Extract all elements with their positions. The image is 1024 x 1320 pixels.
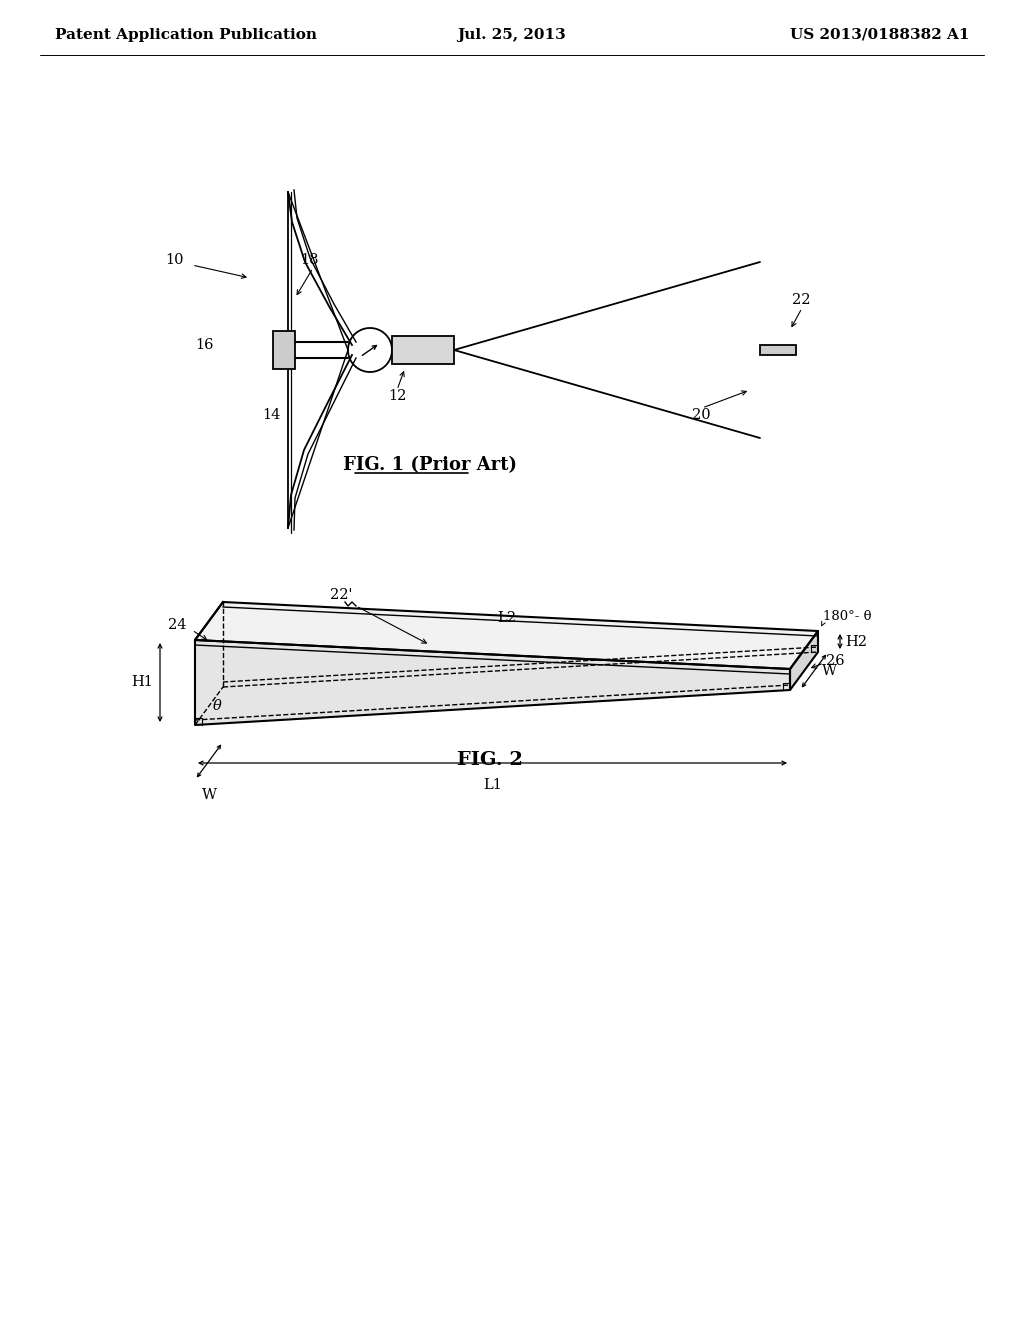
Text: 180°- θ: 180°- θ — [823, 610, 871, 623]
Text: Jul. 25, 2013: Jul. 25, 2013 — [458, 28, 566, 42]
Text: 22': 22' — [330, 587, 352, 602]
Text: W: W — [202, 788, 216, 803]
Text: FIG. 2: FIG. 2 — [457, 751, 523, 770]
Text: L2: L2 — [497, 611, 516, 626]
Text: 18: 18 — [300, 253, 318, 267]
Text: 14: 14 — [262, 408, 281, 422]
Text: Patent Application Publication: Patent Application Publication — [55, 28, 317, 42]
Text: 26: 26 — [826, 653, 845, 668]
Text: 16: 16 — [195, 338, 213, 352]
Polygon shape — [790, 631, 818, 690]
Polygon shape — [195, 602, 818, 669]
Polygon shape — [195, 640, 790, 725]
Bar — [273, 331, 295, 370]
Bar — [760, 345, 796, 355]
Text: H2: H2 — [845, 635, 867, 648]
Bar — [392, 337, 454, 364]
Text: θ: θ — [213, 700, 222, 713]
Text: 10: 10 — [165, 253, 183, 267]
Text: US 2013/0188382 A1: US 2013/0188382 A1 — [791, 28, 970, 42]
Text: L1: L1 — [483, 777, 502, 792]
Text: 24: 24 — [168, 618, 186, 632]
Text: 22: 22 — [792, 293, 811, 308]
Text: 20: 20 — [692, 408, 711, 422]
Text: W: W — [822, 664, 837, 678]
Text: FIG. 1 (Prior Art): FIG. 1 (Prior Art) — [343, 455, 517, 474]
Text: H1: H1 — [131, 676, 153, 689]
Text: 12: 12 — [388, 389, 407, 403]
